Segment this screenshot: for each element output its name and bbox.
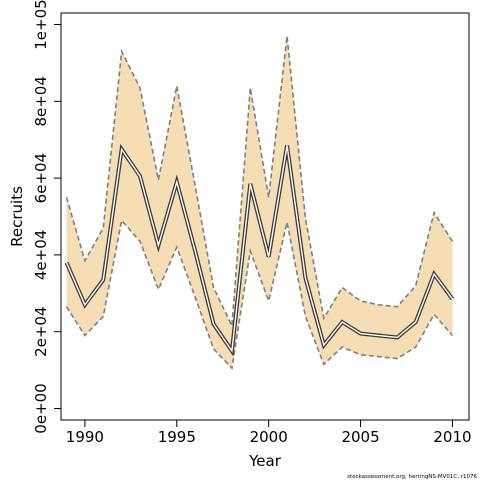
x-tick-label: 1990 bbox=[66, 428, 104, 446]
lower-bound-line bbox=[65, 218, 454, 370]
y-tick-label: 0e+00 bbox=[32, 383, 50, 433]
y-tick-label: 2e+04 bbox=[32, 306, 50, 356]
x-tick-label: 2005 bbox=[341, 428, 379, 446]
estimate-line bbox=[65, 145, 454, 353]
credit-text: stockassessment.org, herringNS-MV01C, r1… bbox=[347, 474, 477, 480]
y-tick-label: 6e+04 bbox=[32, 153, 50, 203]
y-tick-label: 1e+05 bbox=[32, 0, 50, 50]
series-lines-layer bbox=[64, 35, 455, 370]
x-axis-title: Year bbox=[248, 452, 282, 470]
axes-layer: 1990 1995 2000 2005 2010 0e+00 2e+04 4e+04 6e+04… bbox=[32, 0, 472, 446]
y-tick-label: 4e+04 bbox=[32, 230, 50, 280]
x-tick-label: 2010 bbox=[433, 428, 471, 446]
x-tick-label: 2000 bbox=[250, 428, 288, 446]
upper-bound-line bbox=[65, 35, 454, 329]
confidence-band bbox=[66, 36, 453, 369]
confidence-band-layer bbox=[66, 36, 453, 369]
y-axis-title: Recruits bbox=[8, 186, 26, 247]
y-tick-label: 8e+04 bbox=[32, 76, 50, 126]
x-tick-label: 1995 bbox=[158, 428, 196, 446]
